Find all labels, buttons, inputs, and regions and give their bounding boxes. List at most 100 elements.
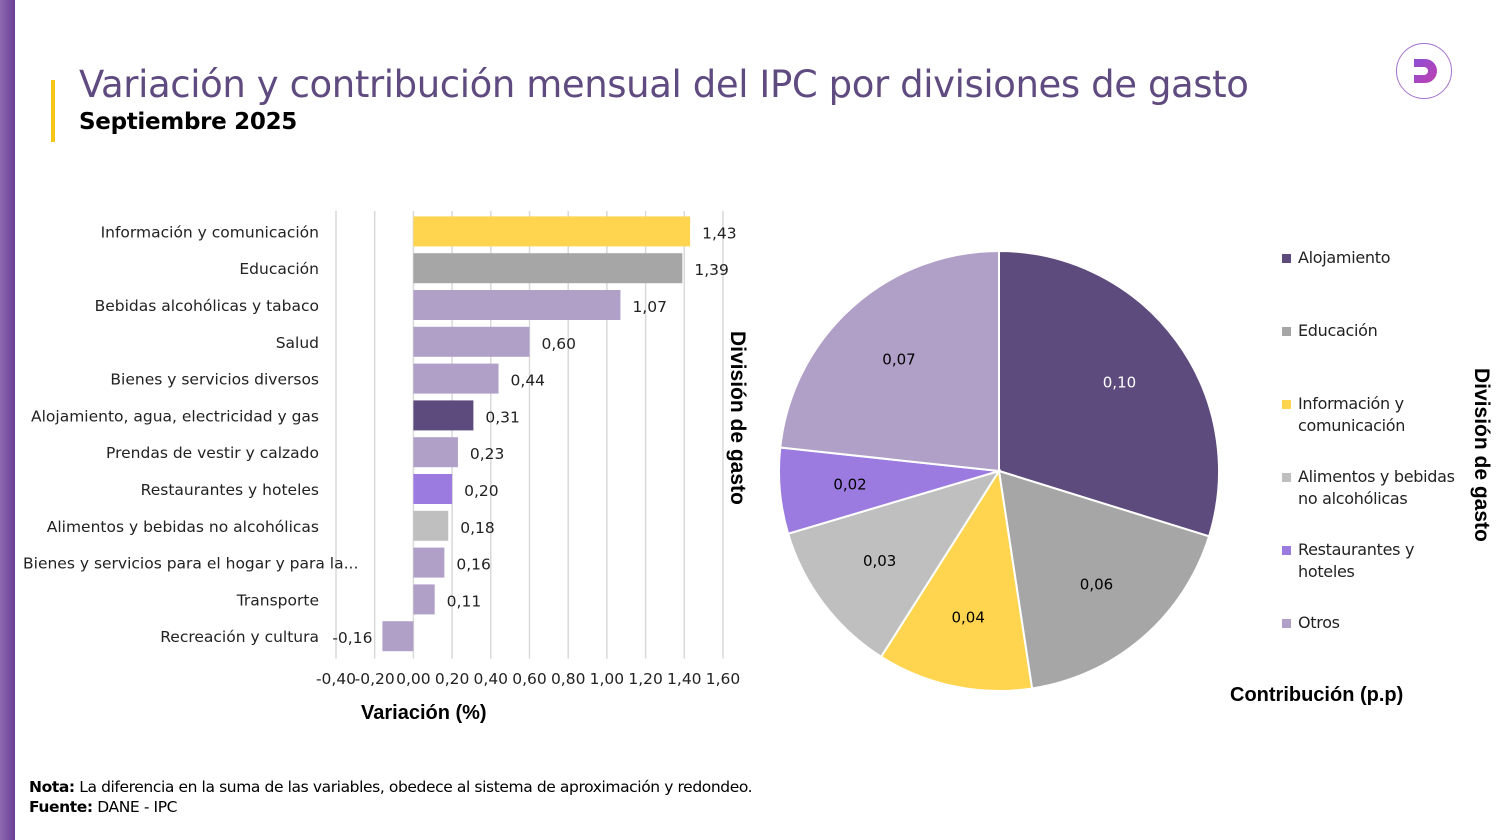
category-label: Alojamiento, agua, electricidad y gas xyxy=(31,407,319,425)
pie-slice xyxy=(997,469,1211,690)
source-line: Fuente: DANE - IPC xyxy=(29,797,752,817)
x-tick-label: 0,60 xyxy=(512,670,547,688)
bar xyxy=(413,326,530,357)
category-label: Transporte xyxy=(236,591,319,609)
value-label: 0,16 xyxy=(456,556,491,574)
bar xyxy=(413,584,435,615)
pie-slice xyxy=(779,249,1000,473)
page-subtitle: Septiembre 2025 xyxy=(79,109,297,135)
value-label: -0,16 xyxy=(332,629,372,647)
legend-label: Otros xyxy=(1298,613,1340,632)
pie-value-label: 0,06 xyxy=(1080,575,1113,593)
source-label: Fuente: xyxy=(29,798,93,816)
title-accent-bar xyxy=(51,80,55,142)
variation-bar-chart: Información y comunicación Educación Bebid… xyxy=(23,211,740,688)
pie-slice xyxy=(879,468,1034,692)
legend-item: Información y comunicación xyxy=(1282,393,1405,437)
page-title: Variación y contribución mensual del IPC… xyxy=(79,63,1249,106)
bar-chart-category-labels: Información y comunicación Educación Bebid… xyxy=(23,223,358,646)
value-label: 0,60 xyxy=(542,335,577,353)
footnote: Nota: La diferencia en la suma de las va… xyxy=(29,777,753,817)
bar-chart-x-axis-title: Variación (%) xyxy=(361,702,487,724)
legend-swatch-icon xyxy=(1282,473,1291,482)
category-label: Bienes y servicios para el hogar y para … xyxy=(23,555,358,573)
brand-side-bar xyxy=(0,0,15,840)
category-label: Alimentos y bebidas no alcohólicas xyxy=(47,518,319,536)
pie-chart-legend-title: División de gasto xyxy=(1470,368,1493,542)
category-label: Prendas de vestir y calzado xyxy=(106,444,319,462)
pie-value-label: 0,03 xyxy=(863,552,896,570)
pie-slice xyxy=(786,469,1002,659)
pie-value-label: 0,10 xyxy=(1103,373,1136,391)
legend-label: comunicación xyxy=(1298,416,1406,435)
legend-label: Restaurantes y xyxy=(1298,540,1415,559)
legend-swatch-icon xyxy=(1282,400,1291,409)
legend-item: Alojamiento xyxy=(1282,247,1391,269)
legend-label: Información y xyxy=(1298,394,1404,413)
bar xyxy=(413,400,474,431)
legend-swatch-icon xyxy=(1282,619,1291,628)
note-label: Nota: xyxy=(29,778,75,796)
bar xyxy=(413,216,691,247)
value-label: 0,11 xyxy=(447,592,482,610)
legend-label: Educación xyxy=(1298,321,1378,340)
value-label: 0,20 xyxy=(464,482,499,500)
bar-chart-y-axis-title: División de gasto xyxy=(726,331,749,505)
pie-value-labels: 0,10 0,06 0,04 0,03 0,02 0,07 xyxy=(833,351,1136,627)
bar xyxy=(413,547,445,578)
bar-chart-gridlines xyxy=(335,211,724,659)
legend-swatch-icon xyxy=(1282,254,1291,263)
pie-slice xyxy=(998,249,1220,538)
x-tick-label: 0,20 xyxy=(435,670,470,688)
category-label: Salud xyxy=(276,334,319,352)
pie-value-label: 0,02 xyxy=(833,476,866,494)
value-label: 0,18 xyxy=(460,519,495,537)
source-text: DANE - IPC xyxy=(92,798,178,816)
dane-logo-icon xyxy=(1396,43,1452,99)
x-tick-label: -0,40 xyxy=(316,670,356,688)
pie-value-label: 0,07 xyxy=(882,351,915,369)
note-line: Nota: La diferencia en la suma de las va… xyxy=(29,777,753,797)
bar xyxy=(413,474,453,504)
category-label: Educación xyxy=(239,260,319,278)
bar xyxy=(413,363,499,394)
bar-chart-x-tick-labels: -0,40-0,20 0,00 0,20 0,40 0,60 0,80 1,00 1,20 1,… xyxy=(316,670,740,688)
bar xyxy=(382,621,414,652)
legend-item: Alimentos y bebidas no alcohólicas xyxy=(1282,466,1455,510)
x-tick-label: 1,60 xyxy=(706,670,741,688)
legend-label: Alimentos y bebidas xyxy=(1298,467,1455,486)
category-label: Restaurantes y hoteles xyxy=(141,481,319,499)
bar xyxy=(413,253,683,284)
legend-swatch-icon xyxy=(1282,327,1291,336)
legend-item: Otros xyxy=(1282,612,1340,634)
legend-item: Educación xyxy=(1282,320,1378,342)
value-label: 1,39 xyxy=(694,261,729,279)
x-tick-label: -0,20 xyxy=(355,670,395,688)
x-tick-label: 1,40 xyxy=(667,670,702,688)
value-label: 0,44 xyxy=(511,372,546,390)
x-tick-label: 0,40 xyxy=(474,670,509,688)
legend-label: Alojamiento xyxy=(1298,248,1391,267)
legend-item: Restaurantes y hoteles xyxy=(1282,539,1414,583)
bar-chart-value-labels: 1,43 1,39 1,07 0,60 0,44 0,31 0,23 0,20 0,18 0,16… xyxy=(332,224,736,647)
bar xyxy=(413,437,458,468)
legend-label: no alcohólicas xyxy=(1298,489,1408,508)
pie-chart-axis-title: Contribución (p.p) xyxy=(1230,684,1404,706)
value-label: 1,07 xyxy=(632,298,667,316)
pie-value-label: 0,04 xyxy=(951,608,984,626)
x-tick-label: 1,20 xyxy=(628,670,663,688)
pie-slices xyxy=(778,249,1220,692)
bar-chart-bars xyxy=(382,216,691,652)
bar xyxy=(413,510,449,541)
bar xyxy=(413,290,621,320)
contribution-pie-chart: 0,10 0,06 0,04 0,03 0,02 0,07 xyxy=(778,249,1220,692)
category-label: Información y comunicación xyxy=(101,223,319,241)
legend-label: hoteles xyxy=(1298,562,1355,581)
x-tick-label: 0,80 xyxy=(551,670,586,688)
value-label: 0,31 xyxy=(485,408,520,426)
category-label: Recreación y cultura xyxy=(160,628,319,646)
note-text: La diferencia en la suma de las variable… xyxy=(74,778,753,796)
x-tick-label: 0,00 xyxy=(396,670,431,688)
value-label: 0,23 xyxy=(470,445,505,463)
legend-swatch-icon xyxy=(1282,546,1291,555)
